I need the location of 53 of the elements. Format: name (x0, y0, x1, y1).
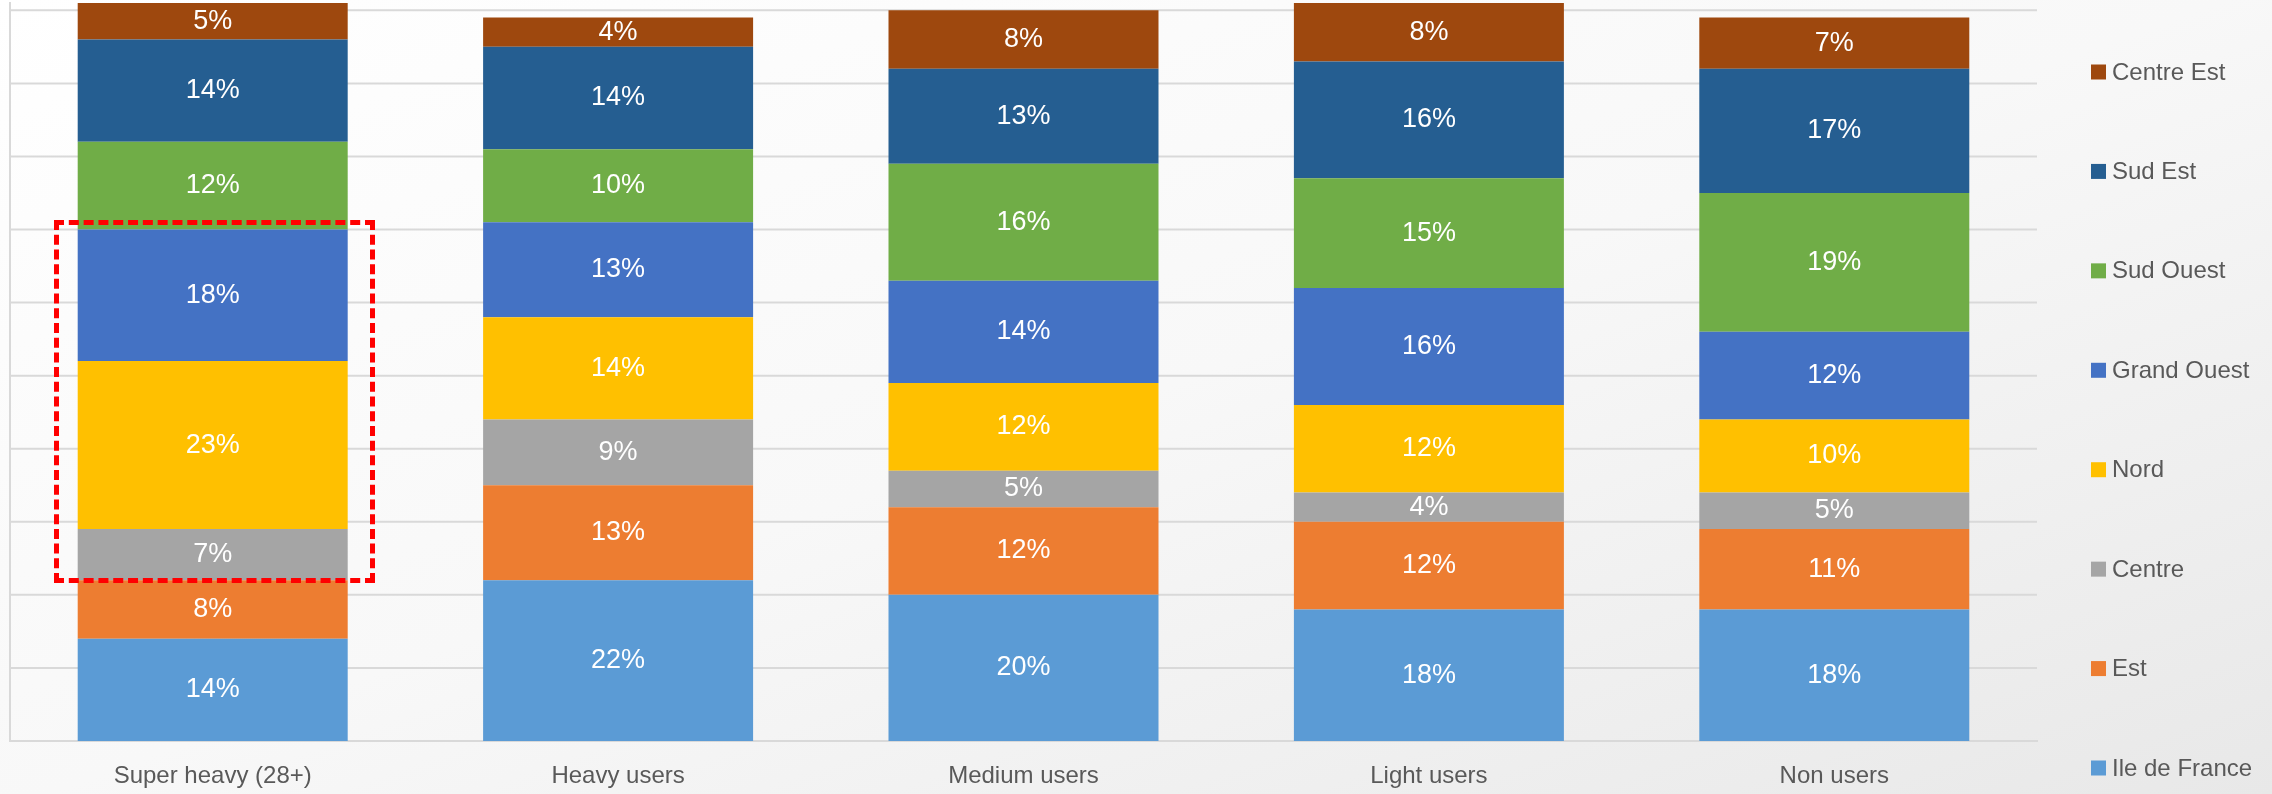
legend-label: Sud Ouest (2112, 256, 2226, 284)
data-label: 13% (591, 516, 646, 547)
data-label: 11% (1808, 552, 1861, 583)
data-label: 18% (1807, 658, 1862, 689)
data-label: 16% (1401, 329, 1456, 360)
data-label: 4% (598, 15, 638, 46)
data-label: 18% (185, 278, 240, 309)
data-label: 14% (996, 315, 1051, 346)
data-label: 12% (1401, 432, 1456, 463)
data-label: 14% (185, 74, 240, 105)
data-label: 8% (1409, 15, 1449, 46)
data-label: 20% (996, 651, 1051, 682)
x-tick-label: Medium users (948, 760, 1099, 788)
data-label: 16% (996, 205, 1051, 236)
legend-label: Centre (2112, 554, 2185, 582)
data-label: 13% (996, 99, 1051, 130)
data-label: 16% (1401, 103, 1456, 134)
data-label: 14% (185, 673, 240, 704)
legend-label: Nord (2112, 455, 2165, 483)
data-label: 15% (1401, 216, 1456, 247)
data-label: 12% (1807, 359, 1862, 390)
data-label: 18% (1401, 658, 1456, 689)
legend-label: Centre Est (2112, 57, 2226, 85)
data-label: 14% (591, 81, 646, 112)
data-label: 10% (1807, 439, 1862, 470)
data-label: 19% (1807, 245, 1862, 276)
data-label: 10% (591, 169, 646, 200)
data-label: 14% (591, 351, 646, 382)
legend-label: Sud Est (2112, 157, 2197, 185)
data-label: 4% (1409, 490, 1449, 521)
data-label: 22% (591, 644, 646, 675)
x-tick-label: Super heavy (28+) (113, 760, 312, 788)
data-label: 5% (193, 4, 233, 35)
x-tick-label: Heavy users (551, 760, 685, 788)
legend-label: Ile de France (2112, 753, 2253, 781)
x-tick-label: Light users (1370, 760, 1488, 788)
legend-label: Grand Ouest (2112, 355, 2250, 383)
data-label: 12% (185, 169, 240, 200)
data-label: 17% (1807, 114, 1862, 145)
data-label: 7% (1814, 26, 1854, 57)
data-label: 12% (996, 534, 1051, 565)
data-label: 12% (996, 410, 1051, 441)
x-tick-label: Non users (1779, 760, 1889, 788)
data-label: 23% (185, 428, 240, 459)
data-label: 9% (598, 435, 638, 466)
legend-label: Est (2112, 654, 2148, 682)
data-label: 8% (1003, 22, 1044, 53)
data-label: 13% (591, 253, 646, 284)
data-label: 8% (193, 592, 233, 623)
data-label: 5% (1003, 472, 1044, 503)
data-label: 5% (1814, 494, 1854, 525)
data-label: 7% (193, 538, 233, 569)
data-label: 12% (1401, 549, 1456, 580)
